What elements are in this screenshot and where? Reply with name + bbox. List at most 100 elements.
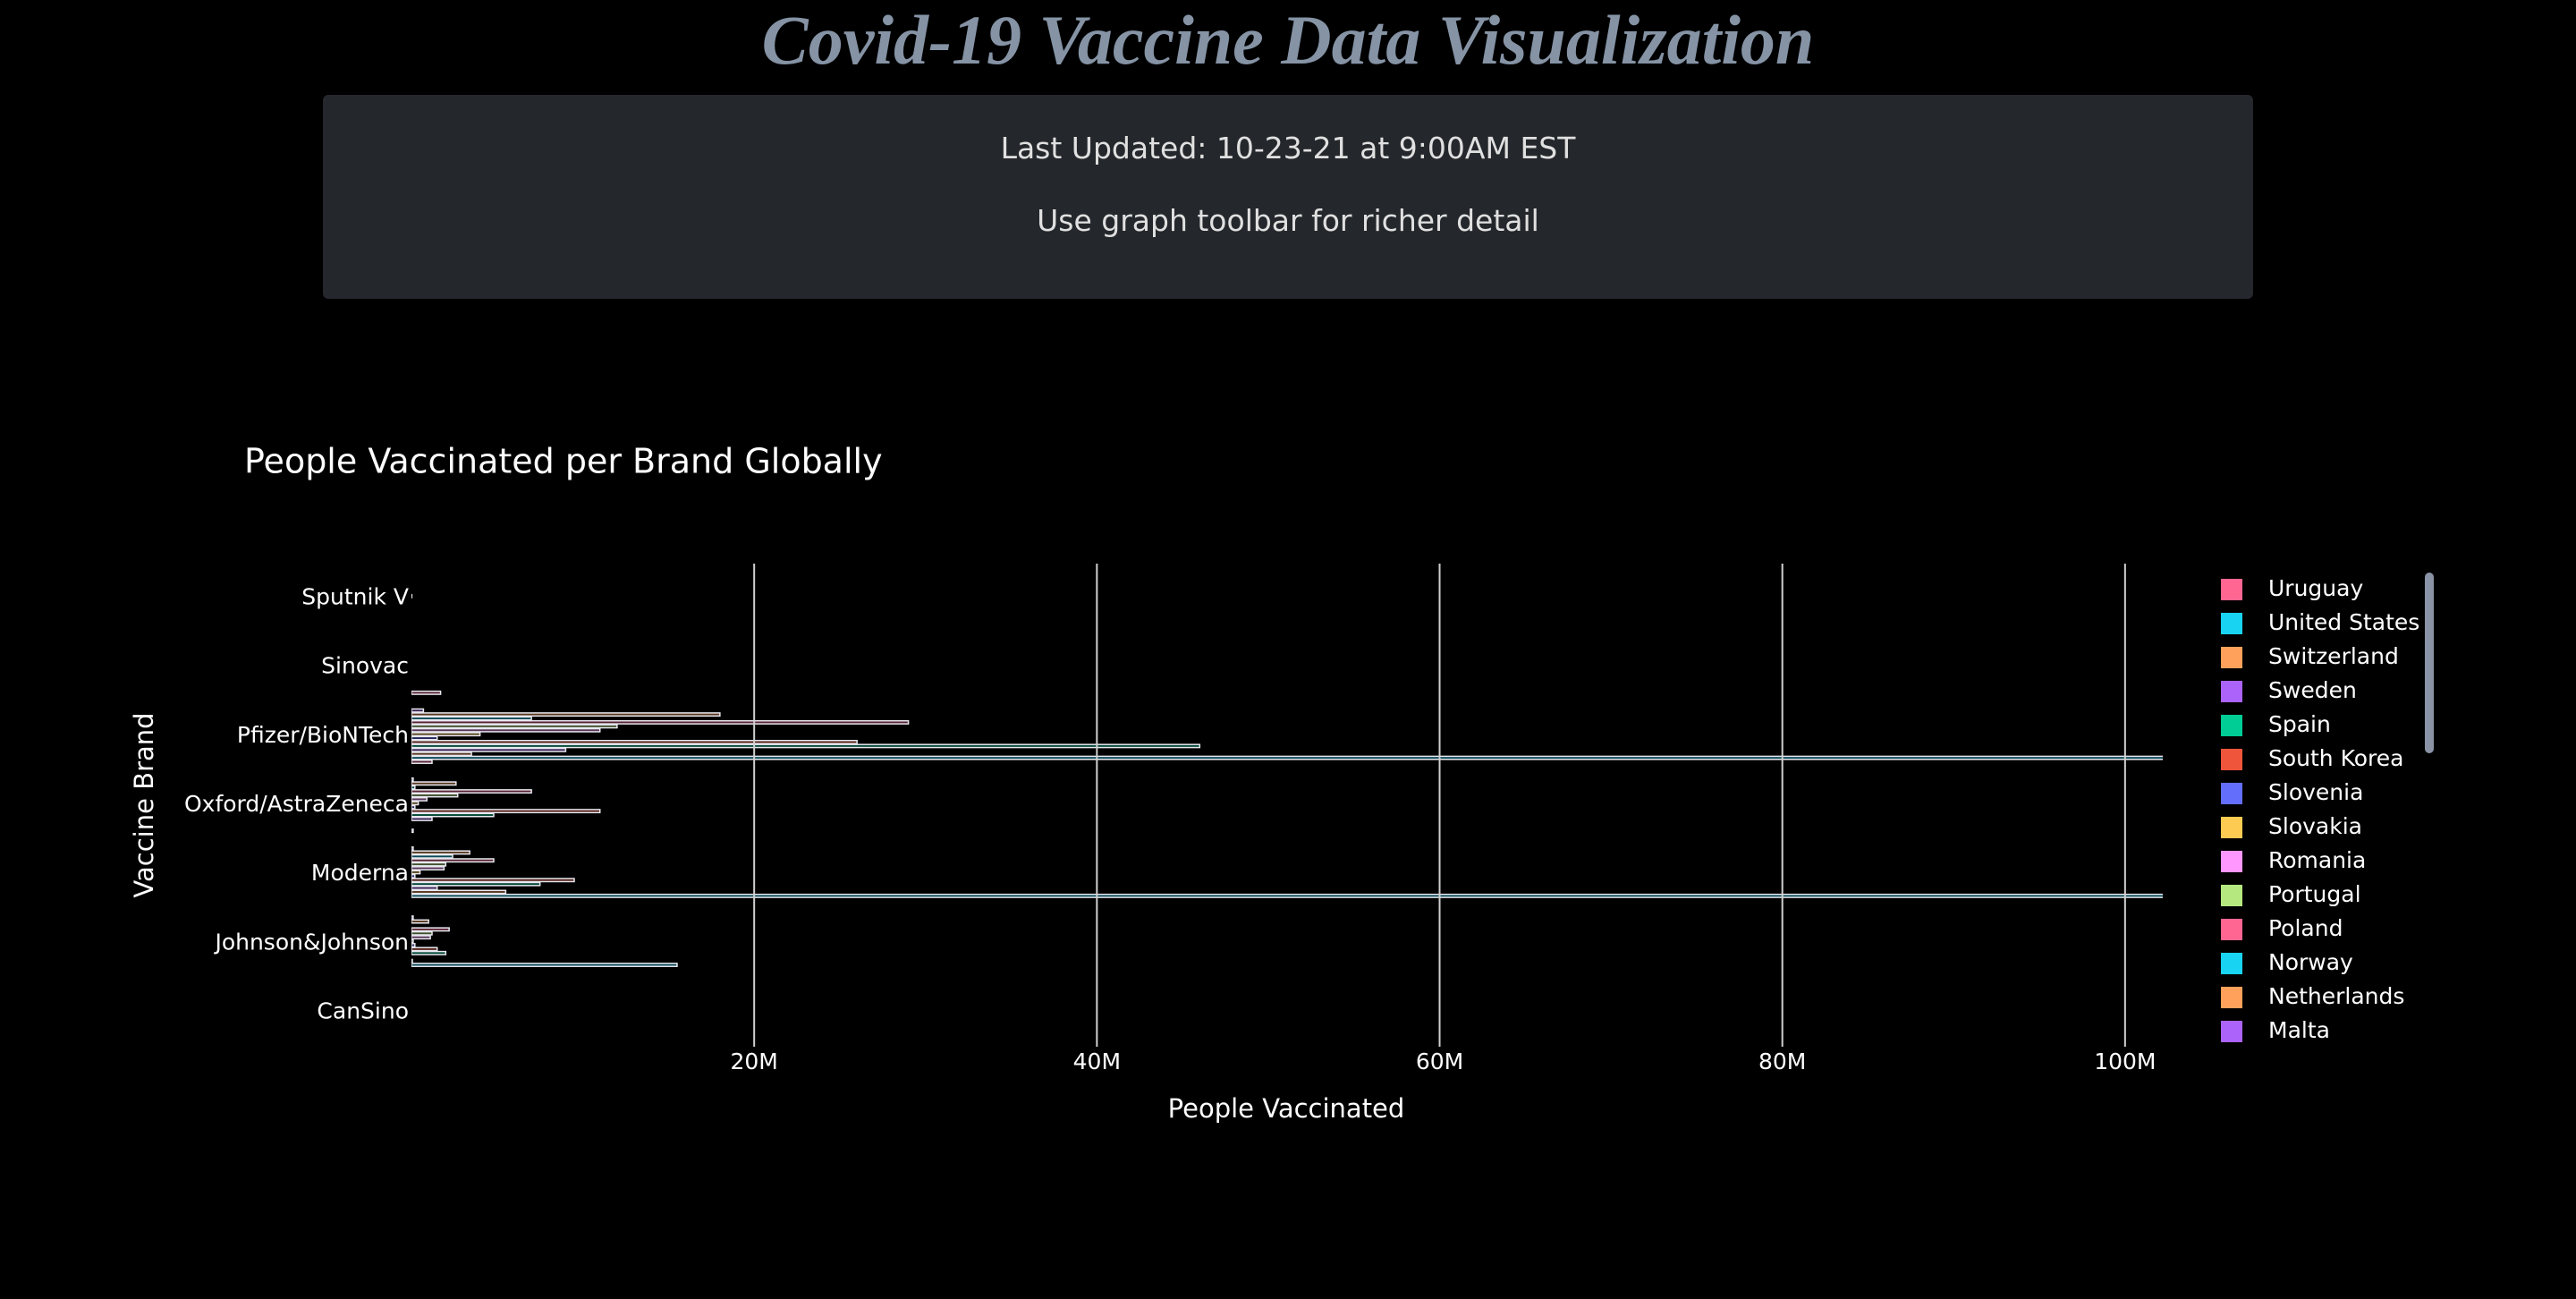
legend-scrollbar[interactable] <box>2425 573 2434 753</box>
info-panel: Last Updated: 10-23-21 at 9:00AM EST Use… <box>323 95 2253 299</box>
x-tick-label: 20M <box>730 1049 777 1074</box>
bar <box>411 690 442 695</box>
bar <box>411 793 459 798</box>
y-tick-label: Oxford/AstraZeneca <box>184 791 409 817</box>
legend-swatch[interactable] <box>2221 987 2242 1008</box>
bar <box>411 740 858 744</box>
y-tick-label: Pfizer/BioNTech <box>237 722 409 748</box>
bar <box>411 719 910 725</box>
bar <box>411 930 433 936</box>
legend-swatch[interactable] <box>2221 783 2242 804</box>
legend-swatch[interactable] <box>2221 885 2242 906</box>
bar <box>411 716 532 721</box>
x-tick-label: 40M <box>1073 1049 1121 1074</box>
legend-item[interactable]: Malta <box>2221 1017 2330 1043</box>
bar <box>411 878 575 883</box>
legend-item[interactable]: United States <box>2221 609 2419 635</box>
bar <box>411 743 1201 749</box>
bar <box>411 853 453 859</box>
legend-item[interactable]: Romania <box>2221 847 2366 873</box>
legend-label[interactable]: Netherlands <box>2268 983 2404 1009</box>
legend-label[interactable]: Slovakia <box>2268 813 2362 839</box>
legend-label[interactable]: Sweden <box>2268 677 2357 703</box>
bar <box>411 958 413 964</box>
legend-swatch[interactable] <box>2221 919 2242 940</box>
bar <box>411 915 414 921</box>
legend-item[interactable]: Spain <box>2221 711 2331 737</box>
legend-label[interactable]: Switzerland <box>2268 643 2399 669</box>
bar <box>411 938 414 944</box>
bar <box>411 927 450 932</box>
legend-label[interactable]: Slovenia <box>2268 779 2363 805</box>
updated-text: Last Updated: 10-23-21 at 9:00AM EST <box>1000 131 1576 166</box>
legend-swatch[interactable] <box>2221 613 2242 634</box>
x-axis-title: People Vaccinated <box>1168 1093 1405 1124</box>
bar <box>411 870 421 875</box>
y-tick-label: CanSino <box>317 998 409 1023</box>
legend-swatch[interactable] <box>2221 817 2242 838</box>
legend-swatch[interactable] <box>2221 851 2242 872</box>
bar <box>411 777 414 782</box>
legend-label[interactable]: South Korea <box>2268 745 2403 771</box>
legend-item[interactable]: Netherlands <box>2221 983 2404 1009</box>
bar <box>411 812 495 818</box>
bar <box>411 828 414 834</box>
bar <box>411 801 419 806</box>
x-tick-label: 60M <box>1416 1049 1463 1074</box>
bar <box>411 846 414 851</box>
legend-swatch[interactable] <box>2221 579 2242 600</box>
legend-label[interactable]: Romania <box>2268 847 2366 873</box>
bar <box>411 963 678 967</box>
bar <box>411 727 601 733</box>
legend-label[interactable]: United States <box>2268 609 2419 635</box>
bar <box>411 866 445 870</box>
legend-label[interactable]: Norway <box>2268 949 2353 975</box>
bar <box>411 785 416 790</box>
legend-swatch[interactable] <box>2221 1021 2242 1042</box>
page-title: Covid-19 Vaccine Data Visualization <box>761 1 1815 79</box>
bar <box>411 858 495 863</box>
bar <box>411 919 429 924</box>
y-tick-label: Sputnik V <box>301 584 409 610</box>
legend-label[interactable]: Uruguay <box>2268 575 2363 601</box>
legend-item[interactable]: South Korea <box>2221 745 2403 771</box>
legend-label[interactable]: Malta <box>2268 1017 2330 1043</box>
y-tick-label: Sinovac <box>321 653 409 679</box>
legend-swatch[interactable] <box>2221 953 2242 974</box>
legend-item[interactable]: Slovakia <box>2221 813 2362 839</box>
bar <box>411 935 431 940</box>
bar <box>411 789 532 794</box>
bar <box>411 751 472 757</box>
bar <box>411 712 721 717</box>
bar <box>411 724 618 729</box>
legend-label[interactable]: Poland <box>2268 915 2343 941</box>
bar <box>411 708 425 713</box>
bar <box>411 781 457 786</box>
legend-item[interactable]: Slovenia <box>2221 779 2363 805</box>
bar <box>411 862 447 867</box>
legend-item[interactable]: Portugal <box>2221 881 2361 907</box>
x-tick-label: 100M <box>2094 1049 2156 1074</box>
legend-label[interactable]: Spain <box>2268 711 2331 737</box>
bar <box>411 886 438 891</box>
legend-item[interactable]: Sweden <box>2221 677 2357 703</box>
bar <box>411 881 541 887</box>
legend-swatch[interactable] <box>2221 647 2242 668</box>
legend-item[interactable]: Poland <box>2221 915 2343 941</box>
legend-label[interactable]: Portugal <box>2268 881 2361 907</box>
bar <box>411 889 507 895</box>
legend-item[interactable]: Norway <box>2221 949 2353 975</box>
chart-title: People Vaccinated per Brand Globally <box>244 442 883 481</box>
legend-swatch[interactable] <box>2221 749 2242 770</box>
bar <box>411 804 416 810</box>
bar <box>411 732 481 737</box>
bar <box>411 943 416 947</box>
legend-item[interactable]: Switzerland <box>2221 643 2399 669</box>
legend-item[interactable]: Uruguay <box>2221 575 2363 601</box>
plot-area <box>411 593 2163 967</box>
legend-swatch[interactable] <box>2221 681 2242 702</box>
bar <box>411 850 470 855</box>
bar <box>411 873 416 879</box>
legend-swatch[interactable] <box>2221 715 2242 736</box>
